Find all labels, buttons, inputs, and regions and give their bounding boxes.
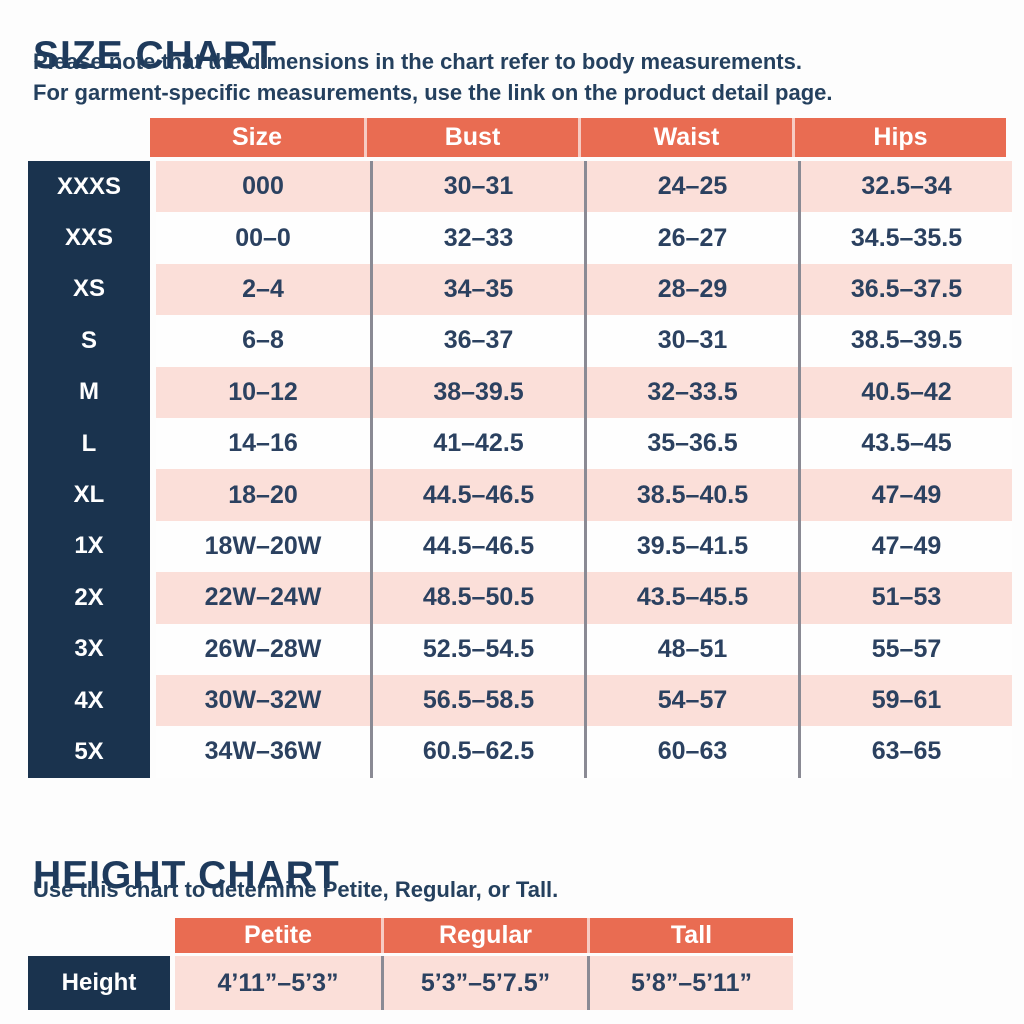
size-cell: 2–4 xyxy=(156,263,370,316)
size-chart-subtitle-line1: Please note that the dimensions in the c… xyxy=(33,49,802,74)
size-row-label: L xyxy=(28,417,150,470)
hips-column-header: Hips xyxy=(792,118,1006,157)
bust-cell: 41–42.5 xyxy=(370,417,584,470)
hips-cell: 32.5–34 xyxy=(798,161,1012,213)
bust-cell: 56.5–58.5 xyxy=(370,674,584,727)
bust-cell: 52.5–54.5 xyxy=(370,623,584,675)
height-chart-subtitle: Use this chart to determine Petite, Regu… xyxy=(33,877,559,902)
size-row-label: XXS xyxy=(28,212,150,264)
size-row-label: XXXS xyxy=(28,161,150,213)
size-row-label: XS xyxy=(28,263,150,316)
bust-cell: 36–37 xyxy=(370,315,584,367)
size-row-label: 2X xyxy=(28,572,150,624)
size-table-header: Size Bust Waist Hips xyxy=(150,118,1006,157)
waist-cell: 24–25 xyxy=(584,161,798,213)
height-chart-title: HEIGHT CHART xyxy=(33,854,340,898)
bust-cell: 44.5–46.5 xyxy=(370,469,584,521)
size-row-label: 3X xyxy=(28,623,150,675)
height-row-label: Height xyxy=(28,956,170,1010)
hips-cell: 38.5–39.5 xyxy=(798,315,1012,367)
waist-cell: 38.5–40.5 xyxy=(584,469,798,521)
size-row-label: 4X xyxy=(28,674,150,727)
hips-cell: 34.5–35.5 xyxy=(798,212,1012,264)
size-cell: 18–20 xyxy=(156,469,370,521)
hips-cell: 36.5–37.5 xyxy=(798,263,1012,316)
tall-range-cell: 5’8”–5’11” xyxy=(587,956,793,1010)
waist-cell: 39.5–41.5 xyxy=(584,520,798,573)
size-cell: 30W–32W xyxy=(156,674,370,727)
size-cell: 26W–28W xyxy=(156,623,370,675)
size-chart-subtitle-line2: For garment-specific measurements, use t… xyxy=(33,80,833,105)
hips-cell: 47–49 xyxy=(798,469,1012,521)
size-cell: 22W–24W xyxy=(156,572,370,624)
waist-cell: 28–29 xyxy=(584,263,798,316)
size-chart-subtitle: Please note that the dimensions in the c… xyxy=(33,46,833,108)
size-table-body: XXXS 000 30–31 24–25 32.5–34 XXS 00–0 32–33 26–2… xyxy=(28,161,1012,778)
tall-column-header: Tall xyxy=(587,918,793,953)
waist-cell: 32–33.5 xyxy=(584,366,798,418)
petite-column-header: Petite xyxy=(175,918,381,953)
hips-cell: 40.5–42 xyxy=(798,366,1012,418)
size-cell: 10–12 xyxy=(156,366,370,418)
bust-cell: 30–31 xyxy=(370,161,584,213)
bust-cell: 44.5–46.5 xyxy=(370,520,584,573)
height-table-header: Petite Regular Tall xyxy=(175,918,793,953)
waist-cell: 48–51 xyxy=(584,623,798,675)
size-cell: 14–16 xyxy=(156,417,370,470)
waist-cell: 30–31 xyxy=(584,315,798,367)
height-table-body: Height 4’11”–5’3” 5’3”–5’7.5” 5’8”–5’11” xyxy=(28,956,793,1010)
size-cell: 000 xyxy=(156,161,370,213)
size-cell: 18W–20W xyxy=(156,520,370,573)
bust-cell: 48.5–50.5 xyxy=(370,572,584,624)
bust-cell: 60.5–62.5 xyxy=(370,726,584,778)
regular-column-header: Regular xyxy=(381,918,587,953)
hips-cell: 43.5–45 xyxy=(798,417,1012,470)
size-cell: 00–0 xyxy=(156,212,370,264)
waist-cell: 60–63 xyxy=(584,726,798,778)
regular-range-cell: 5’3”–5’7.5” xyxy=(381,956,587,1010)
hips-cell: 59–61 xyxy=(798,674,1012,727)
waist-column-header: Waist xyxy=(578,118,792,157)
waist-cell: 26–27 xyxy=(584,212,798,264)
hips-cell: 47–49 xyxy=(798,520,1012,573)
size-row-label: 1X xyxy=(28,520,150,573)
size-row-label: XL xyxy=(28,469,150,521)
size-chart-title: SIZE CHART xyxy=(33,34,277,78)
bust-cell: 32–33 xyxy=(370,212,584,264)
petite-range-cell: 4’11”–5’3” xyxy=(175,956,381,1010)
hips-cell: 55–57 xyxy=(798,623,1012,675)
size-column-header: Size xyxy=(150,118,364,157)
waist-cell: 43.5–45.5 xyxy=(584,572,798,624)
hips-cell: 63–65 xyxy=(798,726,1012,778)
size-row-label: M xyxy=(28,366,150,418)
size-row-label: S xyxy=(28,315,150,367)
waist-cell: 35–36.5 xyxy=(584,417,798,470)
size-cell: 34W–36W xyxy=(156,726,370,778)
bust-cell: 38–39.5 xyxy=(370,366,584,418)
bust-column-header: Bust xyxy=(364,118,578,157)
size-row-label: 5X xyxy=(28,726,150,778)
size-cell: 6–8 xyxy=(156,315,370,367)
bust-cell: 34–35 xyxy=(370,263,584,316)
hips-cell: 51–53 xyxy=(798,572,1012,624)
waist-cell: 54–57 xyxy=(584,674,798,727)
